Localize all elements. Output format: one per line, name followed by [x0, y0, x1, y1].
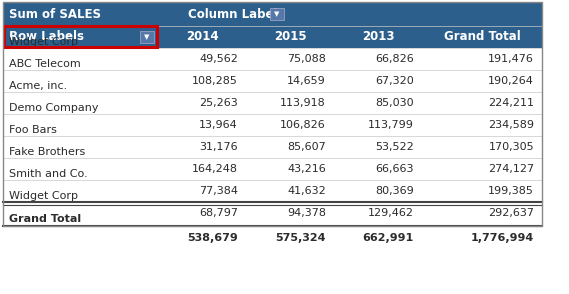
Text: 170,305: 170,305 — [488, 142, 534, 152]
Text: 66,826: 66,826 — [375, 54, 414, 64]
Text: Smith and Co.: Smith and Co. — [9, 169, 88, 179]
Text: 25,263: 25,263 — [199, 98, 238, 108]
Text: 113,799: 113,799 — [368, 120, 414, 130]
Text: Widget Corp: Widget Corp — [9, 37, 78, 47]
Text: 191,476: 191,476 — [488, 54, 534, 64]
Text: Fake Brothers: Fake Brothers — [9, 147, 85, 157]
Bar — [3, 114, 542, 136]
Text: 274,127: 274,127 — [488, 164, 534, 174]
Text: 113,918: 113,918 — [281, 98, 326, 108]
Bar — [3, 180, 542, 202]
Text: Sum of SALES: Sum of SALES — [9, 8, 101, 21]
Text: 41,632: 41,632 — [287, 186, 326, 196]
Text: Row Labels: Row Labels — [9, 31, 84, 44]
Bar — [3, 70, 542, 92]
Bar — [3, 48, 542, 70]
Text: 53,522: 53,522 — [375, 142, 414, 152]
Text: 77,384: 77,384 — [199, 186, 238, 196]
Text: 190,264: 190,264 — [488, 76, 534, 86]
Text: 85,030: 85,030 — [376, 98, 414, 108]
Text: 13,964: 13,964 — [199, 120, 238, 130]
Text: 80,369: 80,369 — [375, 186, 414, 196]
Bar — [3, 136, 542, 158]
Text: 292,637: 292,637 — [488, 208, 534, 218]
Text: 2014: 2014 — [185, 31, 218, 44]
Bar — [3, 226, 542, 250]
Text: 31,176: 31,176 — [199, 142, 238, 152]
Text: 68,797: 68,797 — [199, 208, 238, 218]
Text: 43,216: 43,216 — [287, 164, 326, 174]
Bar — [3, 202, 542, 224]
Text: 538,679: 538,679 — [187, 233, 238, 243]
Text: 2015: 2015 — [274, 31, 306, 44]
Text: Acme, inc.: Acme, inc. — [9, 81, 67, 91]
Bar — [270, 8, 284, 20]
Text: 66,663: 66,663 — [376, 164, 414, 174]
Text: Grand Total: Grand Total — [444, 31, 521, 44]
Text: 75,088: 75,088 — [287, 54, 326, 64]
Text: 49,562: 49,562 — [199, 54, 238, 64]
Text: 85,607: 85,607 — [287, 142, 326, 152]
Text: Column Labels: Column Labels — [188, 8, 284, 21]
Text: 108,285: 108,285 — [192, 76, 238, 86]
Bar — [3, 26, 542, 48]
Text: 14,659: 14,659 — [287, 76, 326, 86]
Bar — [3, 2, 542, 226]
Text: Foo Bars: Foo Bars — [9, 125, 57, 135]
Text: 2013: 2013 — [362, 31, 394, 44]
Text: Widget Corp: Widget Corp — [9, 191, 78, 201]
Text: 67,320: 67,320 — [375, 76, 414, 86]
Text: 1,776,994: 1,776,994 — [471, 233, 534, 243]
Bar — [3, 92, 542, 114]
Bar — [4, 26, 157, 47]
Text: 199,385: 199,385 — [488, 186, 534, 196]
Bar — [140, 31, 154, 43]
Text: 164,248: 164,248 — [192, 164, 238, 174]
Text: Grand Total: Grand Total — [9, 214, 81, 224]
Text: 224,211: 224,211 — [488, 98, 534, 108]
Text: 94,378: 94,378 — [287, 208, 326, 218]
Text: ▼: ▼ — [274, 11, 280, 17]
Text: 234,589: 234,589 — [488, 120, 534, 130]
Bar — [3, 2, 542, 26]
Text: ▼: ▼ — [145, 34, 150, 40]
Text: Demo Company: Demo Company — [9, 103, 98, 113]
Text: 662,991: 662,991 — [363, 233, 414, 243]
Text: 129,462: 129,462 — [368, 208, 414, 218]
Bar — [3, 158, 542, 180]
Text: ABC Telecom: ABC Telecom — [9, 59, 81, 69]
Text: 575,324: 575,324 — [275, 233, 326, 243]
Text: 106,826: 106,826 — [281, 120, 326, 130]
